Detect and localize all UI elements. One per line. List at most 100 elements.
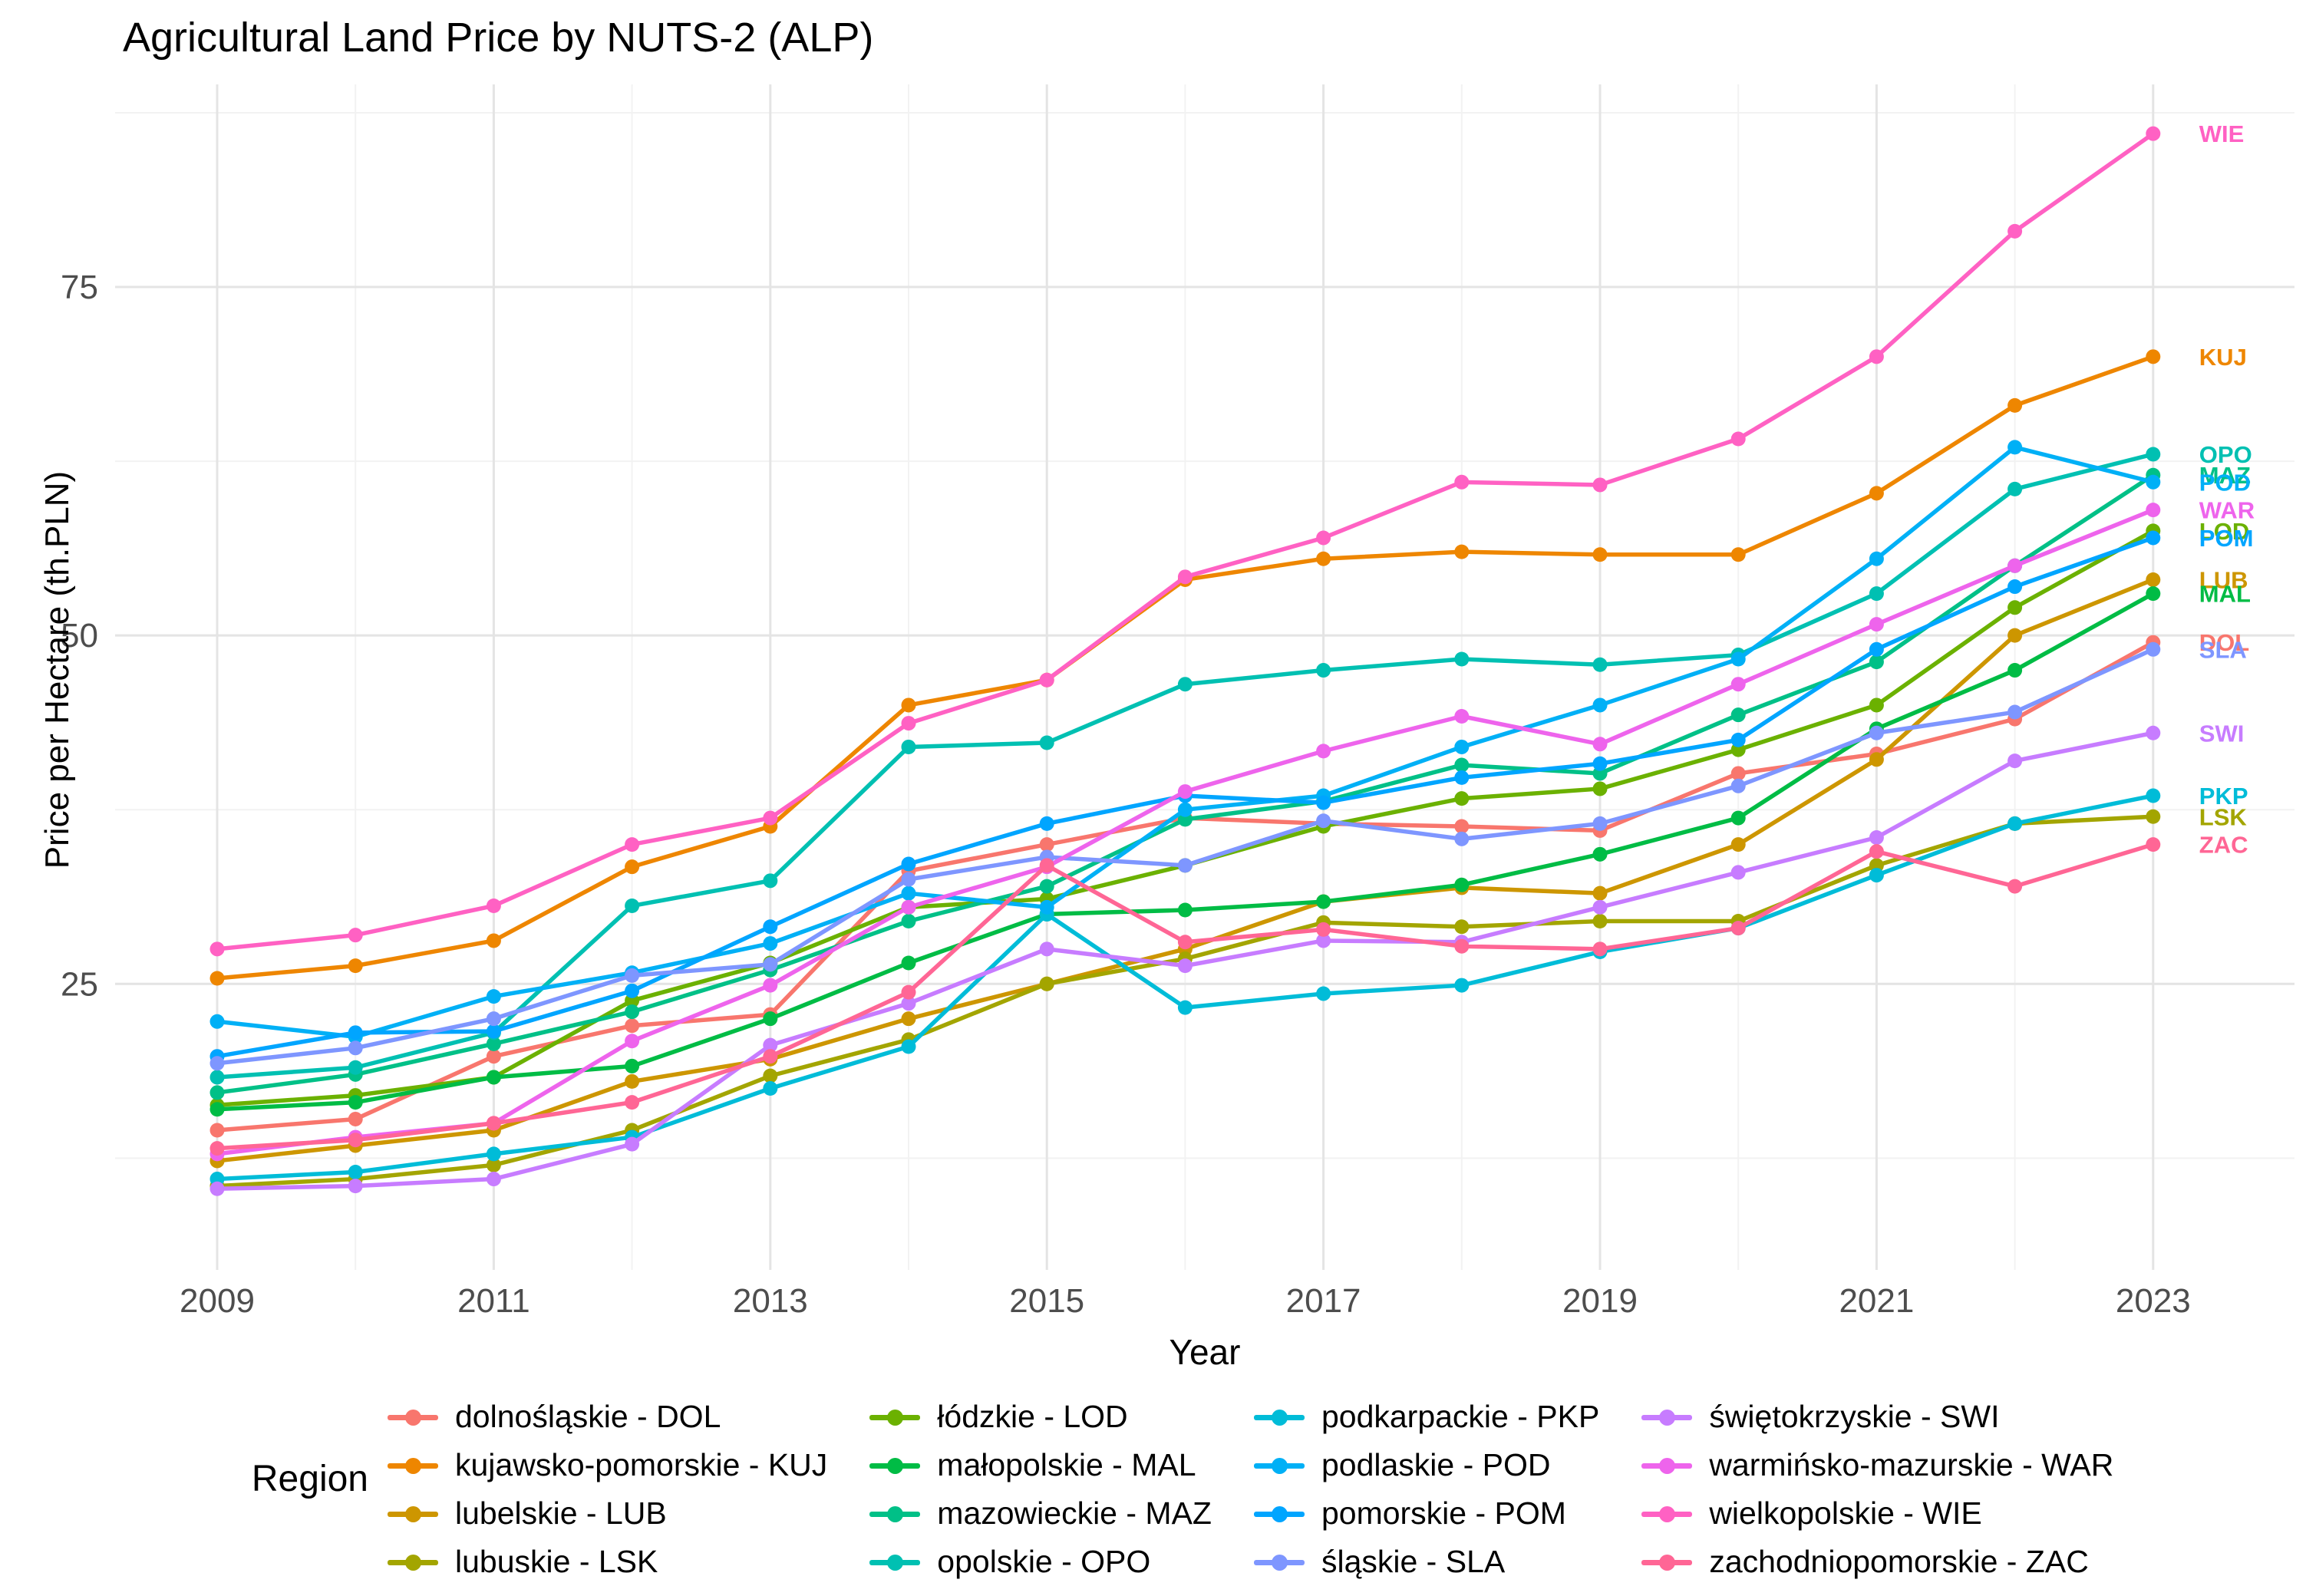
x-tick-label: 2023 xyxy=(2116,1282,2191,1320)
data-point-WIE xyxy=(1177,569,1193,585)
data-point-MAL xyxy=(348,1095,363,1110)
legend-item-POM: pomorskie - POM xyxy=(1253,1489,1599,1538)
data-point-ZAC xyxy=(1869,844,1884,859)
data-point-POM xyxy=(1592,756,1608,771)
legend: Region dolnośląskie - DOL kujawsko-pomors… xyxy=(0,1393,2306,1596)
data-point-ZAC xyxy=(2146,837,2161,852)
data-point-POD xyxy=(486,989,501,1004)
data-point-WIE xyxy=(1454,474,1470,490)
legend-item-label: kujawsko-pomorskie - KUJ xyxy=(455,1447,828,1482)
data-point-ZAC xyxy=(1177,935,1193,950)
legend-item-WAR: warmińsko-mazurskie - WAR xyxy=(1641,1441,2113,1489)
y-tick-label: 50 xyxy=(61,617,98,655)
data-point-ZAC xyxy=(348,1133,363,1148)
data-point-LSK xyxy=(1592,914,1608,929)
data-point-SLA xyxy=(625,968,640,983)
chart-title: Agricultural Land Price by NUTS-2 (ALP) xyxy=(123,15,874,61)
legend-item-PKP: podkarpackie - PKP xyxy=(1253,1393,1600,1441)
legend-item-MAL: małopolskie - MAL xyxy=(869,1441,1212,1489)
data-point-DOL xyxy=(1454,819,1470,834)
data-point-KUJ xyxy=(625,859,640,875)
data-point-WIE xyxy=(1316,530,1331,546)
data-point-MAL xyxy=(2146,586,2161,602)
data-point-DOL xyxy=(1730,766,1746,781)
legend-item-DOL: dolnośląskie - DOL xyxy=(388,1393,827,1441)
data-point-MAL xyxy=(1454,877,1470,892)
data-point-LSK xyxy=(486,1157,501,1172)
data-point-KUJ xyxy=(1316,551,1331,566)
data-point-SLA xyxy=(901,872,916,887)
legend-item-ZAC: zachodniopomorskie - ZAC xyxy=(1641,1538,2113,1586)
data-point-LUB xyxy=(1869,752,1884,767)
data-point-MAZ xyxy=(1039,879,1054,894)
data-point-SWI xyxy=(1592,899,1608,915)
data-point-MAL xyxy=(1177,902,1193,918)
legend-item-label: opolskie - OPO xyxy=(937,1544,1151,1579)
legend-key-icon xyxy=(869,1499,921,1529)
legend-key-icon xyxy=(1253,1547,1305,1578)
legend-key-icon xyxy=(388,1547,438,1578)
data-point-WIE xyxy=(486,899,501,914)
data-point-PKP xyxy=(2007,816,2023,831)
data-point-LOD xyxy=(1869,697,1884,713)
legend-item-LOD: łódzkie - LOD xyxy=(869,1393,1212,1441)
data-point-OPO xyxy=(1039,735,1054,750)
data-point-WAR xyxy=(2007,558,2023,573)
data-point-SLA xyxy=(763,957,778,972)
data-point-SWI xyxy=(763,1037,778,1053)
data-point-POD xyxy=(901,885,916,901)
data-point-WAR xyxy=(901,899,916,915)
legend-item-KUJ: kujawsko-pomorskie - KUJ xyxy=(388,1441,827,1489)
series-end-label-MAL: MAL xyxy=(2199,581,2251,608)
data-point-KUJ xyxy=(486,933,501,948)
data-point-LSK xyxy=(763,1068,778,1083)
legend-item-MAZ: mazowieckie - MAZ xyxy=(869,1489,1212,1538)
data-point-MAL xyxy=(1730,810,1746,826)
data-point-POM xyxy=(1316,795,1331,810)
data-point-ZAC xyxy=(1316,922,1331,937)
data-point-POD xyxy=(763,936,778,951)
legend-key-icon xyxy=(869,1402,921,1433)
data-point-LUB xyxy=(901,1011,916,1027)
legend-item-label: podkarpackie - PKP xyxy=(1321,1399,1600,1434)
legend-items: dolnośląskie - DOL kujawsko-pomorskie - K… xyxy=(388,1393,2113,1586)
data-point-MAL xyxy=(763,1011,778,1027)
data-point-WIE xyxy=(1869,349,1884,364)
data-point-DOL xyxy=(1039,837,1054,852)
data-point-POM xyxy=(2007,579,2023,595)
data-point-SLA xyxy=(1592,816,1608,831)
data-point-SLA xyxy=(1869,725,1884,740)
legend-key-icon xyxy=(1641,1547,1693,1578)
data-point-WAR xyxy=(1177,784,1193,800)
data-point-KUJ xyxy=(209,971,225,986)
data-point-OPO xyxy=(1869,586,1884,602)
series-end-label-POM: POM xyxy=(2199,525,2254,552)
data-point-DOL xyxy=(348,1111,363,1126)
data-point-KUJ xyxy=(2007,397,2023,413)
data-point-POM xyxy=(625,983,640,998)
legend-key-icon xyxy=(1641,1450,1693,1481)
data-point-MAL xyxy=(625,1058,640,1073)
legend-item-label: łódzkie - LOD xyxy=(937,1399,1128,1434)
data-point-POD xyxy=(1039,899,1054,915)
data-point-KUJ xyxy=(1869,486,1884,501)
data-point-MAZ xyxy=(1869,655,1884,670)
data-point-WIE xyxy=(2007,223,2023,239)
data-point-ZAC xyxy=(625,1095,640,1110)
data-point-POM xyxy=(1730,732,1746,747)
data-point-SWI xyxy=(1730,865,1746,880)
data-point-WIE xyxy=(1592,477,1608,493)
data-point-WAR xyxy=(1454,708,1470,724)
legend-item-label: pomorskie - POM xyxy=(1321,1495,1566,1531)
data-point-KUJ xyxy=(1454,544,1470,559)
data-point-WIE xyxy=(901,716,916,731)
legend-item-label: wielkopolskie - WIE xyxy=(1709,1495,1982,1531)
legend-key-icon xyxy=(1253,1499,1305,1529)
data-point-PKP xyxy=(348,1164,363,1179)
data-point-LSK xyxy=(1454,919,1470,935)
data-point-WIE xyxy=(1730,431,1746,447)
data-point-OPO xyxy=(2007,481,2023,496)
data-point-WAR xyxy=(1730,677,1746,692)
series-end-label-SWI: SWI xyxy=(2199,720,2245,747)
legend-item-WIE: wielkopolskie - WIE xyxy=(1641,1489,2113,1538)
